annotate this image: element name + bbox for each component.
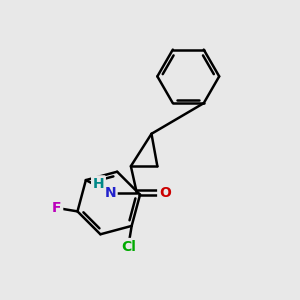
Text: N: N xyxy=(104,186,116,200)
Text: Cl: Cl xyxy=(121,239,136,254)
Text: F: F xyxy=(52,201,62,215)
Text: H: H xyxy=(93,177,104,191)
Text: O: O xyxy=(159,186,171,200)
